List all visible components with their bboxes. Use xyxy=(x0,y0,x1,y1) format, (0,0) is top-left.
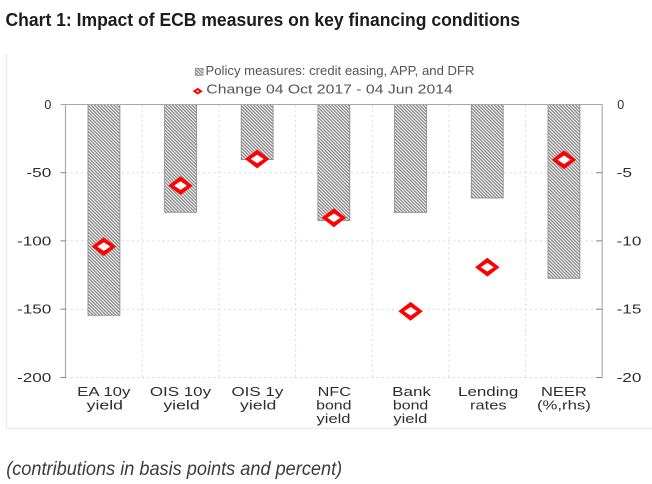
svg-text:0: 0 xyxy=(44,98,51,112)
svg-text:-10: -10 xyxy=(617,234,642,248)
svg-text:-20: -20 xyxy=(617,371,642,385)
svg-text:Chart 1: Impact of ECB measure: Chart 1: Impact of ECB measures on key f… xyxy=(6,10,521,30)
svg-text:yield: yield xyxy=(163,399,199,413)
svg-text:Bank: Bank xyxy=(392,385,432,399)
svg-text:-15: -15 xyxy=(617,303,642,317)
svg-text:yield: yield xyxy=(317,412,351,426)
svg-text:bond: bond xyxy=(393,399,428,413)
svg-text:OIS 1y: OIS 1y xyxy=(232,385,285,399)
svg-text:NFC: NFC xyxy=(318,385,351,399)
svg-text:-200: -200 xyxy=(17,371,51,385)
svg-text:(contributions in basis points: (contributions in basis points and perce… xyxy=(6,459,342,480)
svg-text:yield: yield xyxy=(393,412,427,426)
svg-text:EA 10y: EA 10y xyxy=(77,385,131,399)
svg-text:-5: -5 xyxy=(617,166,633,180)
svg-text:OIS 10y: OIS 10y xyxy=(150,385,212,399)
svg-text:-100: -100 xyxy=(17,234,51,248)
svg-text:Policy measures: credit easing: Policy measures: credit easing, APP, and… xyxy=(206,64,475,78)
svg-text:Lending: Lending xyxy=(458,385,518,399)
svg-text:bond: bond xyxy=(316,399,351,413)
svg-text:Change 04 Oct 2017 - 04 Jun 20: Change 04 Oct 2017 - 04 Jun 2014 xyxy=(206,83,453,97)
svg-text:NEER: NEER xyxy=(541,385,587,399)
svg-text:rates: rates xyxy=(470,399,507,413)
svg-text:-50: -50 xyxy=(26,166,51,180)
svg-text:0: 0 xyxy=(617,98,624,112)
svg-text:yield: yield xyxy=(240,399,276,413)
svg-text:(%,rhs): (%,rhs) xyxy=(537,399,591,413)
svg-text:yield: yield xyxy=(87,399,123,413)
svg-text:-150: -150 xyxy=(17,303,51,317)
